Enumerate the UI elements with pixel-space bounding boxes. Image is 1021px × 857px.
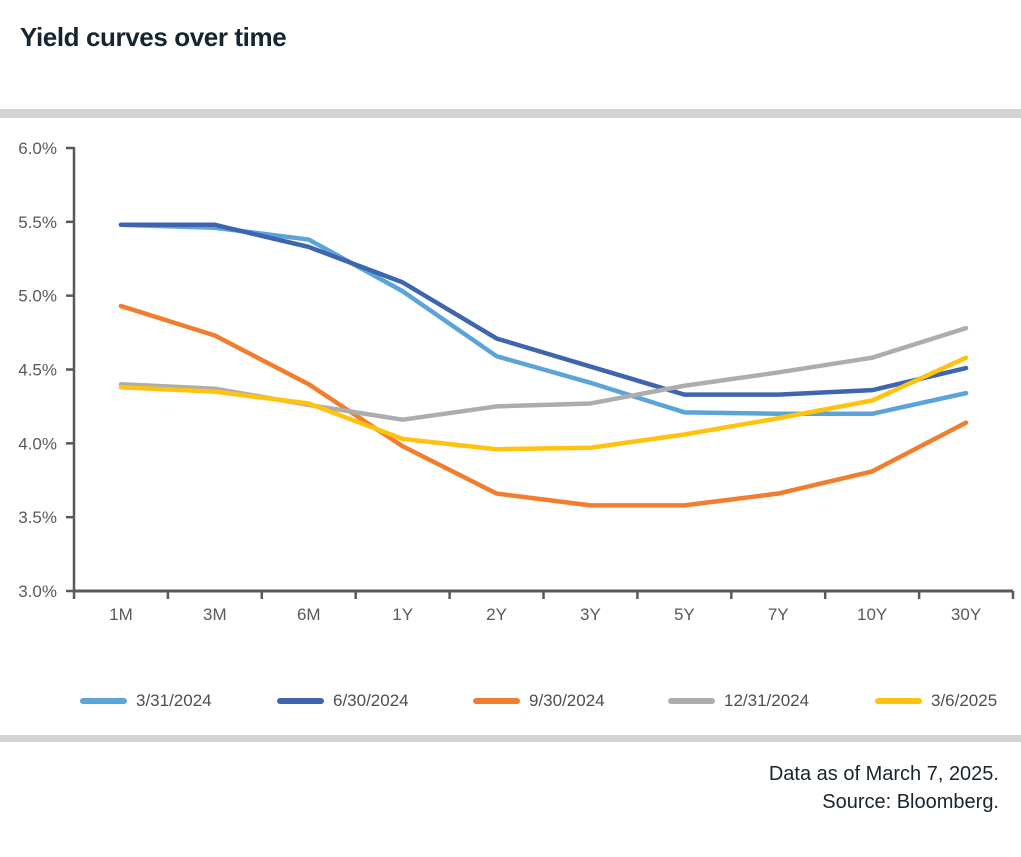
legend-swatch bbox=[473, 698, 520, 704]
legend-swatch bbox=[277, 698, 324, 704]
series-line-9-30-2024 bbox=[118, 303, 969, 508]
legend-item-6-30-2024: 6/30/2024 bbox=[277, 691, 409, 711]
legend-label: 9/30/2024 bbox=[529, 691, 605, 710]
legend-label: 3/31/2024 bbox=[136, 691, 212, 710]
x-axis-label: 10Y bbox=[857, 605, 887, 624]
page-title: Yield curves over time bbox=[20, 22, 287, 52]
series-line-6-30-2024 bbox=[118, 222, 969, 397]
y-axis-label: 6.0% bbox=[18, 139, 57, 158]
legend-item-3-6-2025: 3/6/2025 bbox=[875, 691, 997, 711]
y-axis-label: 5.5% bbox=[18, 213, 57, 232]
top-divider-bar bbox=[0, 109, 1021, 118]
legend-swatch bbox=[668, 698, 715, 704]
x-axis-label: 5Y bbox=[674, 605, 695, 624]
footnote: Data as of March 7, 2025. Source: Bloomb… bbox=[769, 760, 999, 816]
x-axis-label: 3Y bbox=[580, 605, 601, 624]
legend-label: 12/31/2024 bbox=[724, 691, 810, 710]
series-line-3-31-2024 bbox=[118, 222, 969, 417]
y-axis-label: 4.0% bbox=[18, 434, 57, 453]
x-axis-label: 1M bbox=[109, 605, 133, 624]
footnote-source: Source: Bloomberg. bbox=[822, 791, 999, 813]
legend-item-3-31-2024: 3/31/2024 bbox=[80, 691, 212, 711]
x-axis-label: 7Y bbox=[768, 605, 789, 624]
series-line-3-6-2025 bbox=[118, 355, 969, 452]
footnote-data-as-of: Data as of March 7, 2025. bbox=[768, 763, 999, 785]
yield-curve-chart: 6.0% 5.5% 5.0% 4.5% 4.0% 3.5% 3.0% 1M 3M 6M 1Y 2Y 3Y… bbox=[18, 139, 1015, 624]
legend-label: 6/30/2024 bbox=[333, 691, 409, 710]
x-axis-label: 2Y bbox=[486, 605, 507, 624]
x-axis-label: 1Y bbox=[392, 605, 413, 624]
y-axis-label: 5.0% bbox=[18, 287, 57, 306]
x-axis-label: 30Y bbox=[951, 605, 981, 624]
x-axis-label: 6M bbox=[297, 605, 321, 624]
chart-legend: 3/31/2024 6/30/2024 9/30/2024 12/31/2024 3/6… bbox=[0, 691, 1021, 711]
legend-swatch bbox=[80, 698, 127, 704]
legend-label: 3/6/2025 bbox=[931, 691, 998, 710]
legend-item-12-31-2024: 12/31/2024 bbox=[668, 691, 809, 711]
y-axis-label: 4.5% bbox=[18, 361, 57, 380]
y-axis-label: 3.0% bbox=[18, 582, 57, 601]
legend-item-9-30-2024: 9/30/2024 bbox=[473, 691, 605, 711]
legend-swatch bbox=[875, 698, 922, 704]
x-axis-label: 3M bbox=[203, 605, 227, 624]
y-axis-label: 3.5% bbox=[18, 508, 57, 527]
bottom-divider-bar bbox=[0, 735, 1021, 742]
